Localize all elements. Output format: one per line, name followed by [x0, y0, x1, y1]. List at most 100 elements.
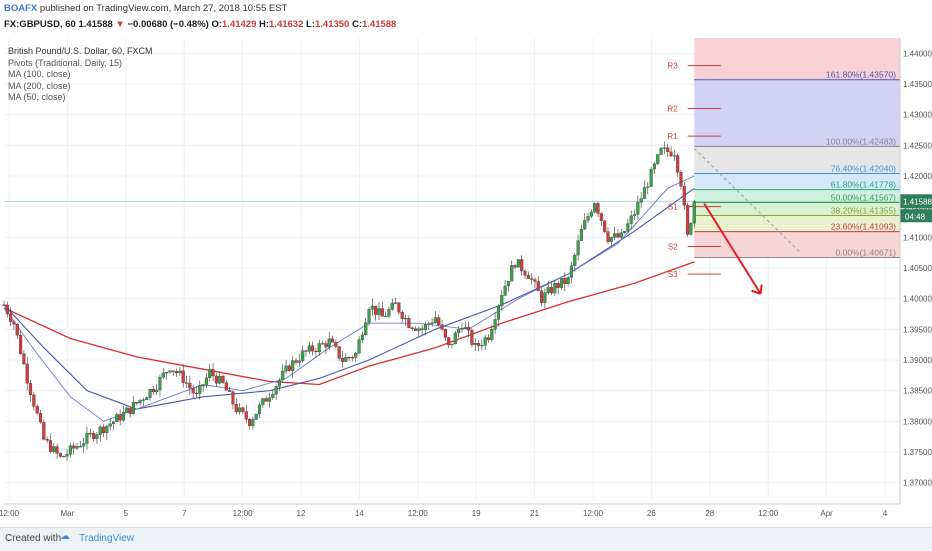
candle-body	[337, 346, 341, 359]
price-chart[interactable]: 161.80%(1.43570) 100.00%(1.42483) 76.40%(1…	[0, 34, 932, 524]
candle-body	[175, 371, 179, 374]
candle-body	[244, 411, 248, 420]
legend-ma50[interactable]: MA (50, close)	[8, 92, 66, 102]
candle-body	[360, 334, 364, 340]
candle-body	[311, 345, 315, 352]
candle-body	[254, 413, 258, 420]
current-price-text: 1.41588	[903, 197, 932, 206]
fib-zone-38	[694, 215, 900, 232]
candle-body	[5, 304, 9, 314]
candle-body	[593, 203, 597, 213]
candle-body	[397, 302, 401, 313]
candle-body	[181, 370, 185, 383]
candle-body	[201, 385, 205, 387]
candle-body	[261, 398, 265, 406]
down-arrow-icon: ▼	[115, 19, 125, 30]
legend-ma100[interactable]: MA (100, close)	[8, 69, 71, 79]
published-text: published on TradingView.com, March 27, …	[39, 3, 288, 14]
candle-body	[457, 329, 461, 334]
candle-body	[427, 323, 431, 325]
candle-body	[25, 363, 29, 384]
chart-area[interactable]: 161.80%(1.43570) 100.00%(1.42483) 76.40%(1…	[0, 34, 932, 524]
candle-body	[596, 203, 600, 214]
candle-body	[523, 270, 527, 276]
candle-body	[148, 389, 152, 398]
x-tick-label: 19	[472, 509, 481, 518]
pivot-label: R3	[667, 62, 678, 71]
candle-body	[304, 350, 308, 352]
candle-body	[384, 315, 388, 318]
candle-body	[586, 216, 590, 221]
candle-body	[125, 407, 129, 413]
author-link[interactable]: BOAFX	[4, 3, 38, 14]
candle-body	[131, 402, 135, 414]
candle-body	[330, 338, 335, 343]
y-tick-label: 1.37500	[903, 448, 932, 457]
tradingview-brand[interactable]: TradingView	[79, 533, 135, 544]
candle-body	[191, 387, 195, 394]
trend-dashed-line	[693, 148, 801, 254]
candle-body	[609, 237, 613, 242]
candle-body	[108, 423, 112, 427]
candle-body	[15, 324, 19, 336]
candle-body	[447, 337, 451, 346]
candle-body	[503, 285, 507, 296]
y-tick-label: 1.38000	[903, 417, 932, 426]
candle-body	[340, 358, 345, 362]
candle-body	[576, 240, 580, 256]
candle-body	[689, 222, 693, 235]
candle-body	[367, 309, 371, 323]
candle-body	[400, 312, 404, 320]
legend-pivots[interactable]: Pivots (Traditional, Daily, 15)	[8, 57, 123, 68]
symbol-line: FX:GBPUSD, 60	[4, 19, 76, 30]
candle-body	[450, 343, 454, 346]
candle-body	[257, 404, 262, 415]
x-tick-label: 7	[182, 509, 187, 518]
legend-ma200[interactable]: MA (200, close)	[8, 80, 71, 91]
candle-body	[626, 223, 630, 232]
candle-body	[72, 445, 76, 449]
open-label: O:	[211, 19, 223, 30]
candle-body	[48, 440, 53, 452]
candle-body	[184, 382, 189, 384]
candle-body	[9, 313, 13, 322]
candle-body	[679, 172, 683, 187]
candle-body	[82, 443, 86, 447]
candle-body	[652, 163, 656, 170]
fib-label: 161.80%(1.43570)	[826, 70, 896, 80]
fib-label: 50.00%(1.41567)	[831, 193, 896, 203]
candle-body	[38, 413, 43, 423]
x-tick-label: 12:00	[233, 509, 254, 518]
candle-body	[676, 155, 680, 173]
candle-body	[357, 339, 361, 354]
candle-body	[659, 148, 663, 155]
tradingview-logo-icon[interactable]: ☁	[60, 531, 70, 542]
candle-body	[480, 345, 484, 347]
candle-body	[536, 281, 540, 291]
candle-body	[603, 220, 607, 232]
pivot-label: S2	[668, 243, 678, 252]
candle-body	[267, 397, 272, 402]
candle-body	[629, 215, 633, 224]
y-tick-label: 1.42500	[903, 141, 932, 150]
candle-body	[686, 205, 690, 235]
candle-body	[45, 439, 49, 441]
candle-body	[218, 375, 222, 384]
candle-body	[274, 386, 278, 395]
candle-body	[540, 290, 544, 303]
candle-body	[374, 305, 378, 315]
candle-body	[642, 187, 647, 199]
candle-body	[433, 317, 437, 323]
candle-body	[437, 317, 441, 325]
pivot-label: R1	[667, 132, 678, 141]
candle-body	[324, 343, 328, 348]
x-tick-label: 5	[124, 509, 129, 518]
low-value: 1.41350	[314, 19, 350, 30]
candle-body	[344, 357, 348, 362]
x-tick-label: 12:00	[583, 509, 604, 518]
ohlc-line: FX:GBPUSD, 60 1.41588 ▼ −0.00680 (−0.48%…	[4, 19, 396, 30]
y-tick-label: 1.39000	[903, 356, 932, 365]
candle-body	[407, 318, 411, 328]
candle-body	[297, 360, 301, 363]
candle-body	[121, 412, 126, 421]
